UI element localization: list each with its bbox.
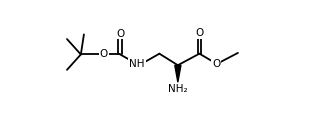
Text: O: O (195, 28, 204, 38)
Text: O: O (100, 49, 108, 59)
Text: O: O (212, 59, 220, 69)
Polygon shape (175, 65, 181, 82)
Text: NH: NH (129, 59, 145, 69)
Text: O: O (116, 29, 124, 39)
Text: NH₂: NH₂ (168, 84, 188, 94)
